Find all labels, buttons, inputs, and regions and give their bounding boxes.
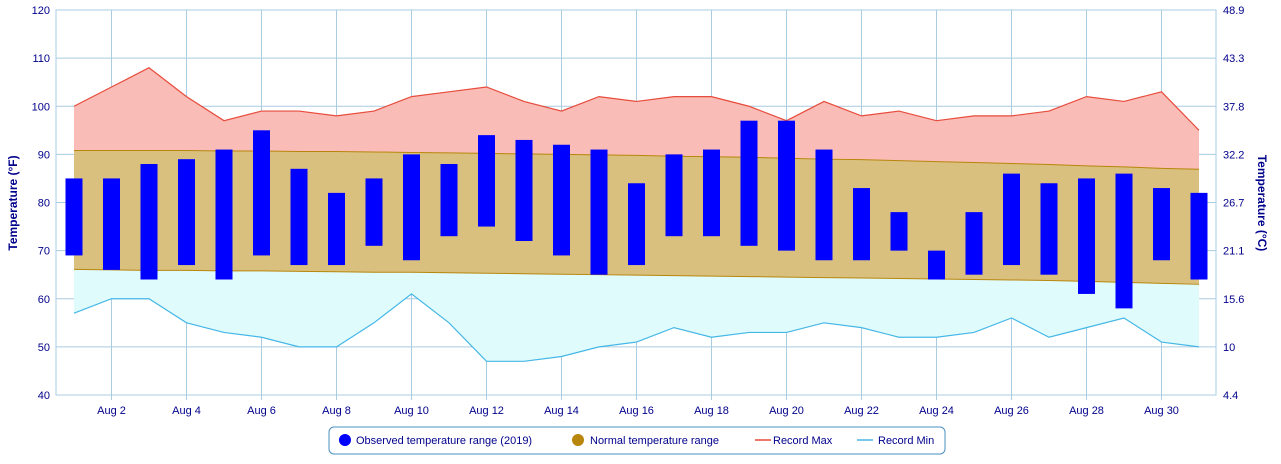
legend: Observed temperature range (2019) Normal… <box>328 426 946 455</box>
record-max-line <box>73 67 1200 131</box>
legend-item-normal[interactable]: Normal temperature range <box>572 434 719 447</box>
y-tick-label-left: 100 <box>32 101 50 113</box>
legend-item-record-min[interactable]: Record Min <box>857 435 934 447</box>
y-tick-label-left: 110 <box>32 53 50 65</box>
y-tick-label-right: 21.1 <box>1223 246 1244 258</box>
legend-box <box>328 426 946 455</box>
y-tick-label-right: 4.4 <box>1223 390 1238 402</box>
observed-range-bar <box>328 192 345 266</box>
x-tick-label: Aug 26 <box>994 405 1029 417</box>
x-tick-label: Aug 8 <box>322 405 351 417</box>
x-tick-label: Aug 30 <box>1144 405 1179 417</box>
y-tick-label-left: 80 <box>38 198 50 210</box>
x-tick-label: Aug 2 <box>97 405 126 417</box>
observed-range-bar <box>253 130 270 256</box>
observed-range-bar <box>103 178 120 270</box>
observed-range-bar <box>440 164 458 237</box>
legend-normal-marker <box>572 434 584 446</box>
observed-range-bar <box>665 154 683 237</box>
y-axis-left-title: Temperature (°F) <box>6 155 20 250</box>
legend-record-max-label: Record Max <box>773 435 833 447</box>
y-tick-label-right: 10 <box>1223 342 1235 354</box>
observed-range-bar <box>1153 188 1170 261</box>
observed-range-bar <box>515 139 533 241</box>
x-tick-label: Aug 28 <box>1069 405 1104 417</box>
x-tick-label: Aug 14 <box>544 405 579 417</box>
y-tick-label-left: 120 <box>32 5 50 17</box>
legend-normal-label: Normal temperature range <box>590 435 719 447</box>
observed-range-bar <box>1115 173 1133 309</box>
observed-range-bar <box>778 120 795 251</box>
y-tick-label-left: 90 <box>38 149 50 161</box>
observed-range-bar <box>628 183 645 266</box>
y-tick-label-right: 15.6 <box>1223 294 1244 306</box>
observed-range-bar <box>1078 178 1095 294</box>
y-tick-label-left: 60 <box>38 294 50 306</box>
observed-range-bar <box>1040 183 1058 275</box>
observed-range-bar <box>290 168 308 266</box>
y-tick-label-right: 43.3 <box>1223 53 1244 65</box>
observed-range-bar <box>928 250 945 280</box>
plot-frame <box>55 9 1217 396</box>
y-tick-label-right: 48.9 <box>1223 5 1244 17</box>
observed-range-bar <box>478 135 495 227</box>
y-tick-label-right: 37.8 <box>1223 101 1244 113</box>
areas-layer <box>74 67 1199 362</box>
axes-layer: 40 4.4 50 10 60 15.6 70 21.1 80 26.7 90 32.2 100 37.8… <box>32 5 1245 417</box>
observed-range-bar <box>553 144 570 256</box>
y-tick-label-left: 70 <box>38 246 50 258</box>
observed-range-bar <box>1190 192 1208 280</box>
observed-range-bar <box>403 154 420 261</box>
y-tick-label-right: 32.2 <box>1223 149 1244 161</box>
observed-range-bar <box>815 149 833 261</box>
legend-item-observed[interactable]: Observed temperature range (2019) <box>339 434 532 447</box>
record-min-line <box>73 293 1200 362</box>
x-tick-label: Aug 22 <box>844 405 879 417</box>
legend-observed-marker <box>339 434 351 446</box>
x-tick-label: Aug 6 <box>247 405 276 417</box>
observed-range-bar <box>740 120 758 246</box>
observed-range-bar <box>890 212 908 251</box>
record-max-area <box>74 67 1199 170</box>
observed-range-bar <box>965 212 983 275</box>
observed-range-bar <box>365 178 383 246</box>
observed-range-bar <box>140 164 158 280</box>
y-tick-label-right: 26.7 <box>1223 198 1244 210</box>
lines-layer <box>73 67 1200 362</box>
observed-range-bar <box>703 149 720 237</box>
legend-record-min-label: Record Min <box>878 435 934 447</box>
observed-range-bar <box>65 178 83 256</box>
y-tick-label-left: 40 <box>38 390 50 402</box>
normal-low-line <box>73 268 1200 285</box>
x-tick-label: Aug 20 <box>769 405 804 417</box>
x-tick-label: Aug 16 <box>619 405 654 417</box>
x-tick-label: Aug 18 <box>694 405 729 417</box>
legend-item-record-max[interactable]: Record Max <box>755 435 833 447</box>
x-tick-label: Aug 24 <box>919 405 954 417</box>
observed-range-bar <box>853 188 870 261</box>
observed-range-bar <box>1003 173 1020 266</box>
x-tick-label: Aug 10 <box>394 405 429 417</box>
x-tick-label: Aug 12 <box>469 405 504 417</box>
y-axis-right-title: Temperature (°C) <box>1255 155 1269 252</box>
legend-observed-label: Observed temperature range (2019) <box>356 435 532 447</box>
record-min-area <box>74 269 1199 362</box>
observed-range-bar <box>178 159 195 266</box>
bars-layer <box>65 120 1208 309</box>
y-tick-label-left: 50 <box>38 342 50 354</box>
x-tick-label: Aug 4 <box>172 405 201 417</box>
observed-range-bar <box>590 149 608 275</box>
observed-range-bar <box>215 149 233 280</box>
